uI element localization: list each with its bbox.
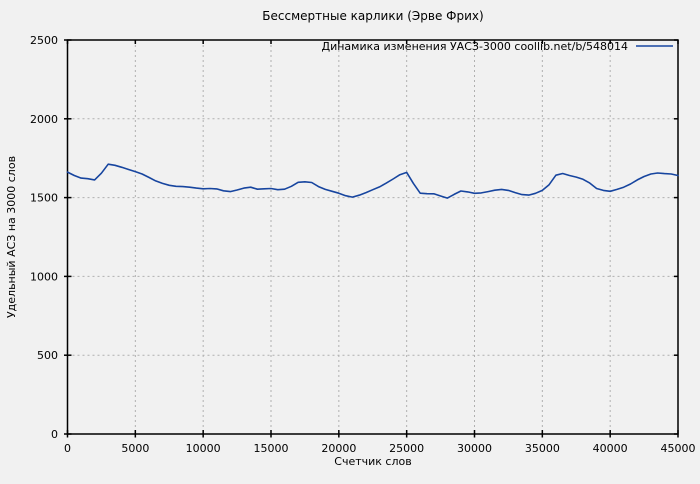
x-tick-label: 10000 bbox=[186, 442, 221, 455]
x-tick-label: 35000 bbox=[525, 442, 560, 455]
y-tick-label: 500 bbox=[37, 349, 58, 362]
grid-lines bbox=[67, 40, 678, 434]
y-tick-label: 1000 bbox=[30, 270, 58, 283]
x-tick-label: 0 bbox=[64, 442, 71, 455]
chart-title: Бессмертные карлики (Эрве Фрих) bbox=[262, 9, 483, 23]
y-tick-label: 0 bbox=[51, 428, 58, 441]
y-tick-label: 2000 bbox=[30, 113, 58, 126]
x-tick-label: 15000 bbox=[254, 442, 289, 455]
y-tick-labels: 0 500 1000 1500 2000 2500 bbox=[30, 34, 58, 441]
plot-border bbox=[66, 39, 679, 435]
y-tick-label: 2500 bbox=[30, 34, 58, 47]
x-tick-label: 20000 bbox=[321, 442, 356, 455]
x-axis-label: Счетчик слов bbox=[334, 455, 411, 468]
x-tick-label: 30000 bbox=[457, 442, 492, 455]
x-tick-label: 5000 bbox=[121, 442, 149, 455]
x-tick-label: 25000 bbox=[389, 442, 424, 455]
x-tick-label: 45000 bbox=[661, 442, 696, 455]
y-axis-label: Удельный АСЗ на 3000 слов bbox=[5, 156, 18, 318]
x-tick-labels: 0 5000 10000 15000 20000 25000 30000 35000 40000… bbox=[64, 442, 696, 455]
data-series-line bbox=[66, 163, 679, 199]
x-tick-label: 40000 bbox=[593, 442, 628, 455]
legend-label: Динамика изменения УАСЗ-3000 coollib.net… bbox=[322, 40, 629, 53]
y-tick-label: 1500 bbox=[30, 192, 58, 205]
